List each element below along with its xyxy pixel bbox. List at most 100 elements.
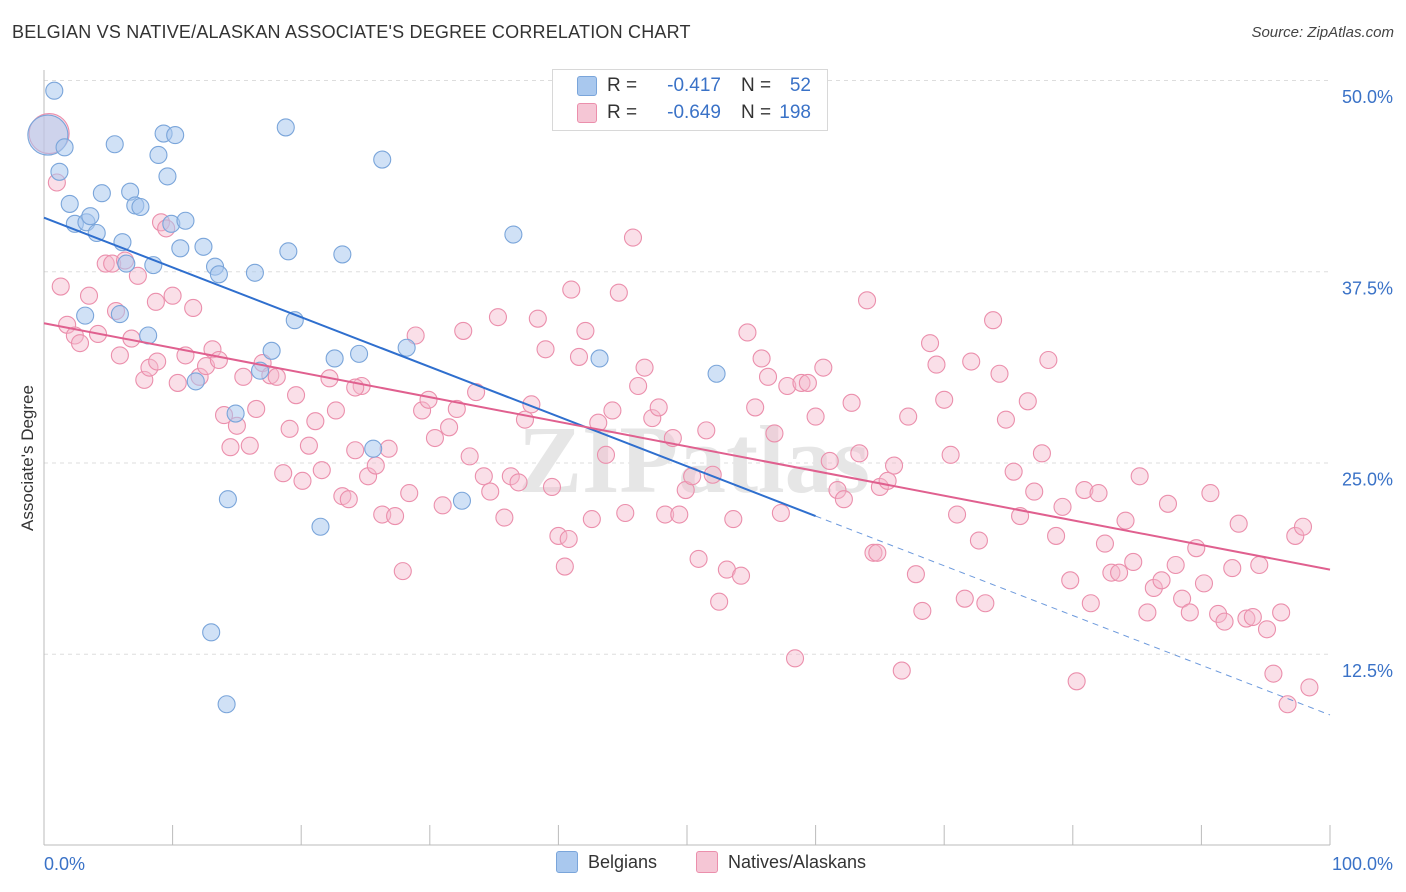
natives-point xyxy=(1223,559,1242,578)
natives-point xyxy=(1032,444,1051,463)
natives-point xyxy=(689,549,708,568)
natives-point xyxy=(555,557,574,576)
natives-point xyxy=(528,309,547,328)
natives-point xyxy=(1194,574,1214,593)
natives-point xyxy=(616,503,635,523)
belgians-point xyxy=(149,145,168,165)
natives-point xyxy=(828,480,847,500)
natives-point xyxy=(400,484,419,503)
natives-point xyxy=(670,505,689,524)
legend-item-belgians[interactable]: Belgians xyxy=(556,851,657,873)
belgians-point xyxy=(504,225,523,244)
natives-point xyxy=(433,496,452,515)
natives-point xyxy=(148,352,167,371)
belgians-point xyxy=(245,263,264,282)
natives-point xyxy=(868,543,887,562)
belgians-point xyxy=(350,344,369,363)
natives-point xyxy=(724,510,743,529)
natives-point xyxy=(128,266,147,285)
natives-point xyxy=(857,291,877,310)
natives-point xyxy=(990,364,1009,383)
natives-point xyxy=(1201,484,1220,503)
r-value: -0.649 xyxy=(667,102,721,123)
r-label: R = xyxy=(607,75,638,96)
natives-point xyxy=(559,529,578,549)
natives-point xyxy=(509,473,528,492)
natives-point xyxy=(738,323,757,342)
natives-point xyxy=(1250,555,1269,575)
natives-point xyxy=(1124,552,1143,572)
stats-legend: R = -0.417 N = 52 R = -0.649 N = 198 xyxy=(552,69,828,131)
natives-point xyxy=(1110,563,1129,582)
natives-point xyxy=(1067,672,1086,691)
natives-point xyxy=(785,649,805,668)
legend-item-natives[interactable]: Natives/Alaskans xyxy=(696,851,866,873)
natives-point xyxy=(280,419,299,438)
belgians-point xyxy=(117,254,136,273)
belgians-point xyxy=(397,338,416,357)
natives-point xyxy=(955,589,974,608)
natives-point xyxy=(163,286,182,305)
stats-row-belgians: R = -0.417 N = 52 xyxy=(553,74,811,98)
belgians-point xyxy=(81,207,100,226)
natives-point xyxy=(339,490,358,509)
belgians-point xyxy=(76,306,95,325)
belgians-point xyxy=(325,349,344,368)
natives-point xyxy=(935,390,954,409)
natives-point xyxy=(1209,604,1228,624)
natives-point xyxy=(267,367,286,386)
natives-swatch xyxy=(577,103,597,123)
natives-point xyxy=(440,418,459,437)
natives-point xyxy=(346,441,365,460)
natives-point xyxy=(1061,571,1080,590)
natives-point xyxy=(697,421,716,440)
natives-point xyxy=(1243,607,1262,627)
belgians-point xyxy=(202,623,221,642)
natives-point xyxy=(649,398,668,417)
legend-label-natives: Natives/Alaskans xyxy=(728,851,867,872)
natives-point xyxy=(425,428,444,448)
natives-point xyxy=(247,399,266,419)
natives-point xyxy=(1130,467,1149,486)
natives-point xyxy=(1166,555,1185,575)
belgians-point xyxy=(158,167,177,186)
belgians-point xyxy=(311,517,330,536)
belgians-point xyxy=(452,491,472,510)
natives-point xyxy=(842,393,861,412)
natives-point xyxy=(203,340,222,359)
y-tick-label: 37.5% xyxy=(1342,278,1393,298)
natives-legend-swatch xyxy=(696,851,718,873)
natives-point xyxy=(629,376,648,396)
natives-point xyxy=(70,334,90,353)
n-label: N = xyxy=(741,75,772,96)
natives-point xyxy=(746,398,765,417)
natives-point xyxy=(765,424,784,443)
natives-point xyxy=(1237,609,1256,628)
natives-point xyxy=(1018,392,1037,411)
natives-point xyxy=(1229,514,1248,533)
belgians-point xyxy=(209,265,228,284)
natives-point xyxy=(366,456,385,475)
natives-point xyxy=(703,465,722,484)
natives-point xyxy=(921,334,940,353)
natives-point xyxy=(1053,497,1072,516)
natives-point xyxy=(379,439,398,458)
belgians-point xyxy=(131,197,150,217)
natives-point xyxy=(814,358,833,377)
chart-title: BELGIAN VS NATIVE/ALASKAN ASSOCIATE'S DE… xyxy=(12,22,691,42)
natives-point xyxy=(110,346,129,365)
natives-point xyxy=(393,562,412,581)
belgians-legend-swatch xyxy=(556,851,578,873)
natives-point xyxy=(771,503,790,523)
natives-point xyxy=(962,352,981,371)
source-label: Source: ZipAtlas.com xyxy=(1251,24,1394,41)
natives-point xyxy=(927,355,946,374)
natives-point xyxy=(406,326,425,345)
belgians-point xyxy=(166,126,185,145)
belgians-point xyxy=(217,695,236,714)
natives-point xyxy=(549,526,568,545)
natives-point xyxy=(892,661,911,680)
belgians-point xyxy=(590,349,609,368)
natives-point xyxy=(96,254,115,273)
